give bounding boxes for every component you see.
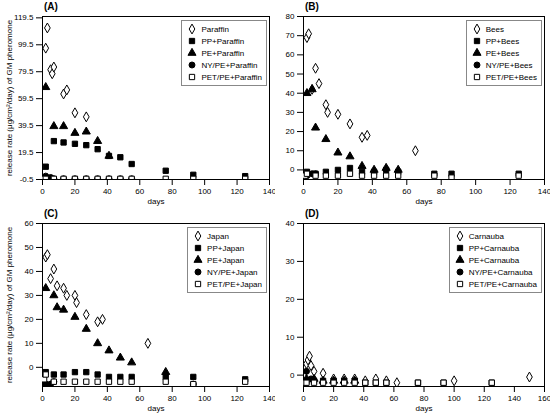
html-text:PE+Carnauba: PE+Carnauba <box>468 255 520 265</box>
svg-text:120: 120 <box>503 187 517 196</box>
svg-text:days: days <box>416 404 433 413</box>
svg-text:160: 160 <box>538 394 550 403</box>
html-text:Japan: Japan <box>207 231 229 241</box>
svg-text:19.5: 19.5 <box>18 148 34 157</box>
svg-text:100: 100 <box>198 187 212 196</box>
svg-text:30: 30 <box>286 257 295 266</box>
html-text:PE+Japan: PE+Japan <box>207 255 245 265</box>
svg-text:40: 40 <box>103 394 112 403</box>
svg-text:80: 80 <box>420 394 429 403</box>
svg-text:40: 40 <box>286 89 295 98</box>
html-text:Carnauba: Carnauba <box>468 231 504 241</box>
svg-text:10: 10 <box>286 333 295 342</box>
svg-text:80: 80 <box>437 187 446 196</box>
svg-text:20: 20 <box>286 295 295 304</box>
svg-text:release rate (μg/cm²/day) of G: release rate (μg/cm²/day) of GM pheromon… <box>5 226 14 383</box>
html-text:PP+Carnauba: PP+Carnauba <box>468 243 520 253</box>
svg-text:40: 40 <box>103 187 112 196</box>
svg-text:80: 80 <box>168 394 177 403</box>
svg-text:80: 80 <box>286 12 295 21</box>
svg-text:days: days <box>416 197 433 206</box>
html-text:PE+Paraffin: PE+Paraffin <box>201 48 245 58</box>
svg-text:40: 40 <box>286 219 295 228</box>
svg-text:60: 60 <box>389 394 398 403</box>
svg-text:20: 20 <box>329 394 338 403</box>
svg-text:99.5: 99.5 <box>18 40 34 49</box>
svg-text:0: 0 <box>29 363 34 372</box>
svg-text:days: days <box>148 404 165 413</box>
html-text:NY/PE+Japan: NY/PE+Japan <box>207 267 258 277</box>
svg-text:40: 40 <box>368 187 377 196</box>
svg-text:0: 0 <box>290 165 295 174</box>
svg-text:20: 20 <box>70 187 79 196</box>
svg-text:20: 20 <box>333 187 342 196</box>
svg-text:100: 100 <box>198 394 212 403</box>
svg-text:50: 50 <box>286 70 295 79</box>
svg-text:120: 120 <box>478 394 492 403</box>
html-text:(A): (A) <box>44 1 58 12</box>
svg-text:30: 30 <box>25 291 34 300</box>
svg-text:10: 10 <box>286 146 295 155</box>
html-text:PET/PE+Japan: PET/PE+Japan <box>207 279 262 289</box>
html-text:Paraffin: Paraffin <box>201 24 229 34</box>
svg-text:120: 120 <box>230 394 244 403</box>
svg-text:39.5: 39.5 <box>18 121 34 130</box>
svg-text:0: 0 <box>301 394 306 403</box>
svg-text:days: days <box>148 197 165 206</box>
html-text:NY/PE+Bees: NY/PE+Bees <box>485 60 533 70</box>
svg-text:140: 140 <box>263 187 275 196</box>
svg-text:40: 40 <box>25 267 34 276</box>
html-text:PET/PE+Paraffin: PET/PE+Paraffin <box>201 72 262 82</box>
svg-text:140: 140 <box>508 394 522 403</box>
svg-text:-0.5: -0.5 <box>20 175 34 184</box>
svg-text:0: 0 <box>290 371 295 380</box>
svg-text:0: 0 <box>40 187 45 196</box>
svg-text:20: 20 <box>70 394 79 403</box>
svg-text:70: 70 <box>286 31 295 40</box>
svg-text:59.5: 59.5 <box>18 94 34 103</box>
svg-text:60: 60 <box>135 187 144 196</box>
svg-text:100: 100 <box>469 187 483 196</box>
html-text:NY/PE+Carnauba: NY/PE+Carnauba <box>468 267 533 277</box>
svg-text:10: 10 <box>25 339 34 348</box>
svg-text:119.5: 119.5 <box>14 13 34 22</box>
svg-text:100: 100 <box>447 394 461 403</box>
svg-text:60: 60 <box>135 394 144 403</box>
svg-text:80: 80 <box>168 187 177 196</box>
html-text:PET/PE+Bees: PET/PE+Bees <box>485 72 537 82</box>
html-text:Bees: Bees <box>485 24 504 34</box>
svg-text:120: 120 <box>230 187 244 196</box>
svg-text:20: 20 <box>25 315 34 324</box>
html-text:PP+Paraffin: PP+Paraffin <box>201 36 245 46</box>
html-text:(C): (C) <box>44 208 58 219</box>
svg-text:20: 20 <box>286 127 295 136</box>
html-text:(D): (D) <box>305 208 319 219</box>
html-text:PP+Bees: PP+Bees <box>485 36 520 46</box>
svg-text:30: 30 <box>286 108 295 117</box>
svg-text:0: 0 <box>301 187 306 196</box>
svg-text:140: 140 <box>263 394 275 403</box>
svg-text:60: 60 <box>402 187 411 196</box>
html-text:(B): (B) <box>305 1 319 12</box>
svg-text:60: 60 <box>286 50 295 59</box>
html-text:PE+Bees: PE+Bees <box>485 48 520 58</box>
html-text:PP+Japan: PP+Japan <box>207 243 245 253</box>
svg-text:release rate (μg/cm²/day) of G: release rate (μg/cm²/day) of GM pheromon… <box>5 19 14 176</box>
svg-text:0: 0 <box>40 394 45 403</box>
svg-text:79.5: 79.5 <box>18 67 34 76</box>
svg-text:140: 140 <box>538 187 550 196</box>
html-text:PET/PE+Carnauba: PET/PE+Carnauba <box>468 279 537 289</box>
svg-text:60: 60 <box>25 219 34 228</box>
html-text:NY/PE+Paraffin: NY/PE+Paraffin <box>201 60 258 70</box>
svg-text:40: 40 <box>359 394 368 403</box>
svg-text:50: 50 <box>25 243 34 252</box>
